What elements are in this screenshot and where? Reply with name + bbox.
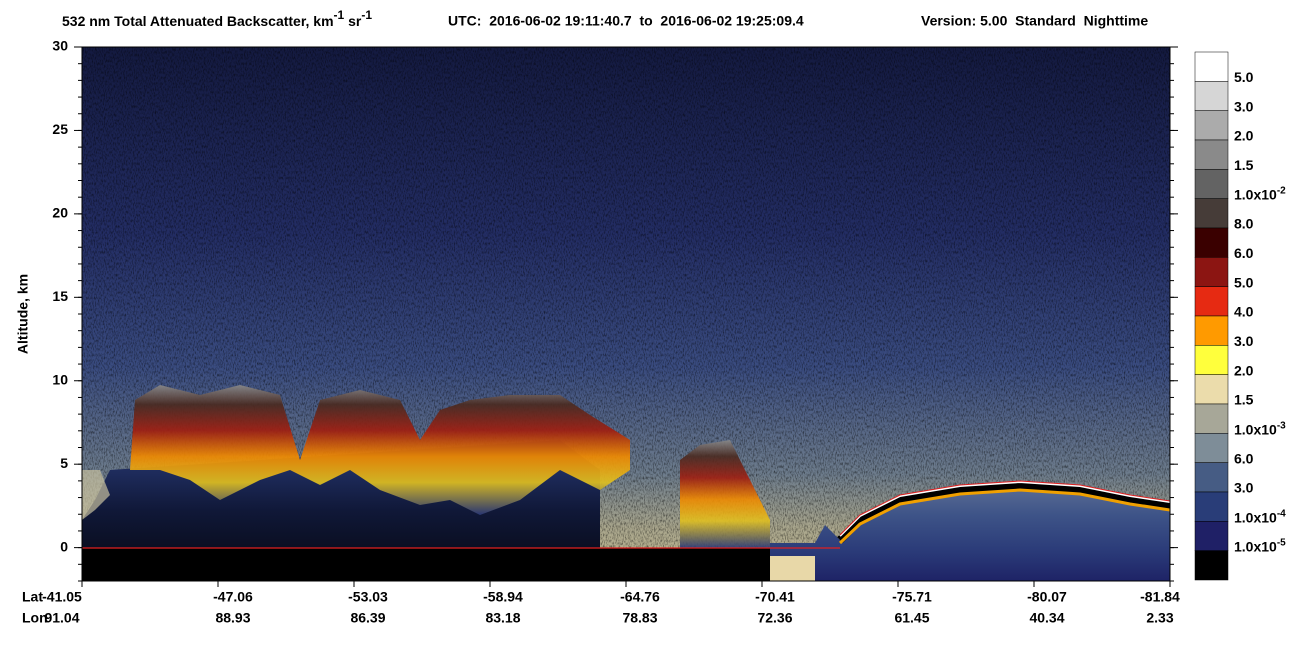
lat-tick-label: -41.05 bbox=[42, 589, 82, 605]
colorbar-label: 2.0 bbox=[1234, 362, 1254, 378]
lon-tick-label: 78.83 bbox=[622, 610, 657, 626]
colorbar-swatch bbox=[1194, 198, 1229, 229]
colorbar-swatch bbox=[1194, 81, 1229, 111]
title-sup: -1 bbox=[361, 8, 372, 22]
y-tick-label: 10 bbox=[52, 371, 68, 387]
colorbar-label-text: 1.0x10 bbox=[1234, 186, 1277, 202]
low-cloud bbox=[82, 470, 110, 548]
colorbar-label: 3.0 bbox=[1234, 333, 1254, 349]
lat-tick-label: -64.76 bbox=[620, 589, 660, 605]
y-tick-label: 15 bbox=[52, 288, 68, 304]
lon-tick-label: 72.36 bbox=[757, 610, 792, 626]
surface-line bbox=[837, 481, 1170, 543]
colorbar-label-exp: -5 bbox=[1277, 537, 1286, 548]
lat-tick-label: -70.41 bbox=[755, 589, 795, 605]
lon-tick-label: 86.39 bbox=[350, 610, 385, 626]
colorbar-swatch bbox=[1194, 462, 1229, 493]
colorbar-swatch bbox=[1194, 169, 1229, 199]
colorbar-swatch bbox=[1194, 51, 1229, 82]
colorbar-swatch bbox=[1194, 110, 1229, 141]
y-tick-label: 30 bbox=[52, 38, 68, 54]
colorbar-label: 3.0 bbox=[1234, 480, 1254, 496]
colorbar-swatch bbox=[1194, 227, 1229, 258]
subsurface bbox=[82, 548, 770, 581]
colorbar-label: 2.0 bbox=[1234, 128, 1254, 144]
colorbar-label: 1.0x10-4 bbox=[1234, 508, 1286, 525]
lat-tick-label: -58.94 bbox=[483, 589, 523, 605]
colorbar-label: 5.0 bbox=[1234, 274, 1254, 290]
colorbar-swatch bbox=[1194, 550, 1229, 581]
surface-line bbox=[839, 480, 1170, 536]
lon-label: Lon bbox=[22, 610, 48, 626]
version: Version: 5.00 Standard Nighttime bbox=[921, 13, 1148, 29]
surface-return bbox=[770, 486, 1170, 581]
lat-tick-label: -53.03 bbox=[348, 589, 388, 605]
lon-tick-label: 91.04 bbox=[44, 610, 79, 626]
lon-tick-label: 2.33 bbox=[1146, 610, 1173, 626]
colorbar-swatch bbox=[1194, 491, 1229, 522]
title-text: 532 nm Total Attenuated Backscatter, km bbox=[62, 13, 334, 29]
title-text: sr bbox=[344, 13, 362, 29]
chart-title: 532 nm Total Attenuated Backscatter, km-… bbox=[62, 8, 372, 29]
lon-tick-label: 88.93 bbox=[215, 610, 250, 626]
colorbar-label: 1.0x10-3 bbox=[1234, 420, 1286, 437]
colorbar-label: 3.0 bbox=[1234, 98, 1254, 114]
lat-label: Lat bbox=[22, 589, 43, 605]
surface-return bbox=[770, 556, 815, 581]
colorbar-label-text: 1.0x10 bbox=[1234, 538, 1277, 554]
colorbar-swatch bbox=[1194, 286, 1229, 317]
cloud-layer bbox=[130, 385, 630, 515]
lat-tick-label: -47.06 bbox=[213, 589, 253, 605]
curtain-image bbox=[82, 47, 1170, 581]
lat-tick-label: -81.84 bbox=[1140, 589, 1180, 605]
colorbar-swatch bbox=[1194, 315, 1229, 346]
y-tick-label: 5 bbox=[60, 455, 68, 471]
y-tick-label: 25 bbox=[52, 121, 68, 137]
lon-tick-label: 83.18 bbox=[485, 610, 520, 626]
colorbar-label: 8.0 bbox=[1234, 216, 1254, 232]
colorbar-label: 1.5 bbox=[1234, 392, 1254, 408]
colorbar-swatch bbox=[1194, 403, 1229, 434]
colorbar-label: 6.0 bbox=[1234, 245, 1254, 261]
colorbar-label: 6.0 bbox=[1234, 450, 1254, 466]
lat-tick-label: -80.07 bbox=[1027, 589, 1067, 605]
y-axis-label: Altitude, km bbox=[15, 274, 31, 354]
colorbar-label: 1.0x10-5 bbox=[1234, 537, 1286, 554]
colorbar-label-text: 1.0x10 bbox=[1234, 509, 1277, 525]
y-tick-label: 0 bbox=[60, 538, 68, 554]
surface-line bbox=[839, 480, 1170, 537]
colorbar-label-text: 1.0x10 bbox=[1234, 421, 1277, 437]
lon-tick-label: 61.45 bbox=[894, 610, 929, 626]
time-range: UTC: 2016-06-02 19:11:40.7 to 2016-06-02… bbox=[448, 13, 804, 29]
colorbar-label-exp: -4 bbox=[1277, 508, 1286, 519]
colorbar-label: 1.5 bbox=[1234, 157, 1254, 173]
colorbar-label: 5.0 bbox=[1234, 69, 1254, 85]
lat-tick-label: -75.71 bbox=[892, 589, 932, 605]
title-sup: -1 bbox=[334, 8, 345, 22]
colorbar-swatch bbox=[1194, 433, 1229, 463]
colorbar-label-exp: -3 bbox=[1277, 420, 1286, 431]
y-tick-label: 20 bbox=[52, 205, 68, 221]
cloud-layer bbox=[680, 440, 770, 548]
colorbar-label: 1.0x10-2 bbox=[1234, 185, 1286, 202]
colorbar-swatch bbox=[1194, 521, 1229, 551]
colorbar-swatch bbox=[1194, 374, 1229, 405]
surface-line bbox=[838, 488, 1170, 545]
colorbar-swatch bbox=[1194, 257, 1229, 287]
lon-tick-label: 40.34 bbox=[1029, 610, 1064, 626]
colorbar-swatch bbox=[1194, 139, 1229, 170]
colorbar-label: 4.0 bbox=[1234, 304, 1254, 320]
colorbar-swatch bbox=[1194, 345, 1229, 375]
colorbar-label-exp: -2 bbox=[1277, 185, 1286, 196]
